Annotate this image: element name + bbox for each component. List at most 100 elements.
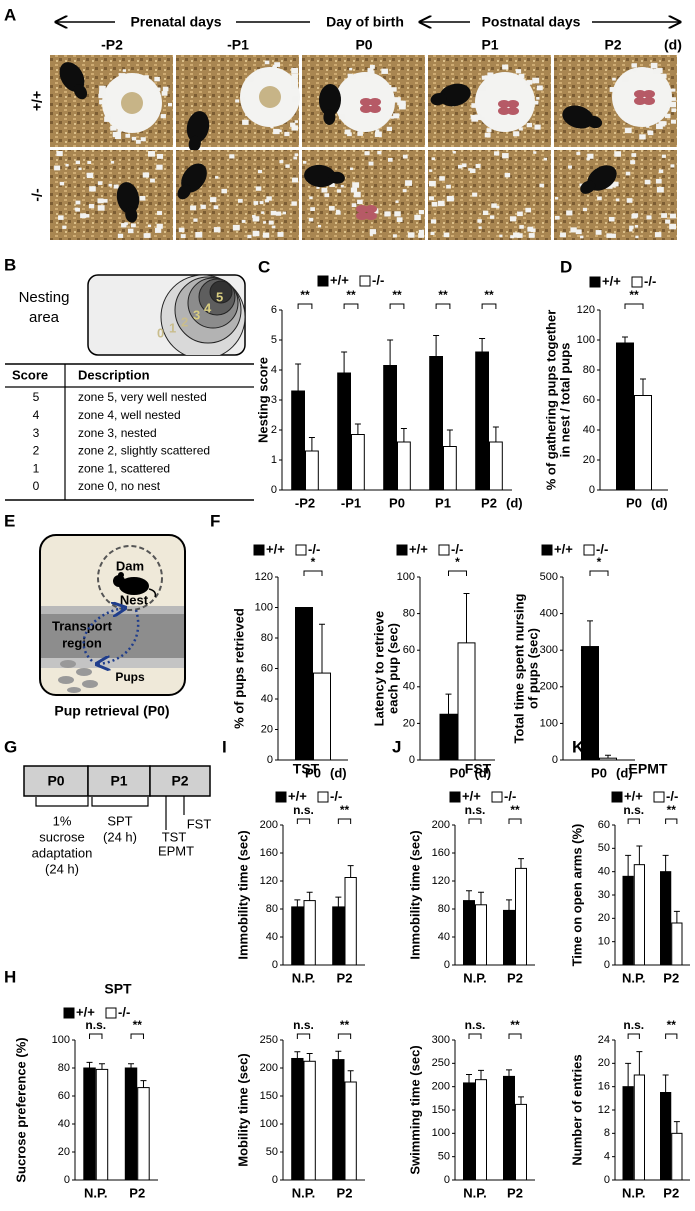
y-tick-label: 1 [271,454,277,466]
paper-speck [670,164,675,168]
error-bar [506,1069,512,1077]
legend-label: +/+ [330,272,349,287]
paper-speck [291,201,297,206]
paper-speck [630,160,636,165]
paper-speck [252,218,256,221]
pup [356,212,368,220]
paper-speck [78,167,82,171]
paper-speck [142,75,148,80]
chart: C Nesting score 0 1 2 3 4 5 6 +/+ -/- -P2 ** -P1 ** P0 *… [255,257,522,510]
y-tick-label: 24 [598,1034,610,1046]
significance-label: ** [438,288,448,302]
paper-speck [257,169,263,174]
paper-speck [272,225,276,229]
paper-speck [303,160,307,164]
legend-swatch [105,1007,117,1019]
pup [365,212,377,220]
y-axis-label: Time on open arms (%) [569,824,584,967]
y-tick-label: 20 [583,454,595,466]
paper-speck [113,184,119,189]
paper-speck [98,90,106,96]
paper-speck [75,160,81,165]
nest-label: Nest [120,592,149,607]
legend-swatch [63,1007,75,1019]
paper-speck [139,195,146,201]
legend-label: +/+ [602,273,621,288]
mouse [304,164,345,188]
error-bar [625,854,632,877]
y-tick-label: 120 [260,875,278,887]
bar [303,900,316,966]
paper-speck [115,131,121,137]
bar [622,875,634,966]
y-tick-label: 60 [598,819,610,831]
y-tick-label: 120 [255,571,273,583]
paper-speck [365,73,370,78]
mouse-head [430,92,447,106]
error-bar [662,854,669,872]
legend-swatch [253,544,265,556]
paper-speck [263,221,267,224]
significance-bracket [624,303,644,309]
paper-speck [58,215,64,220]
dam-mouse [119,577,149,595]
paper-speck [407,232,415,238]
y-tick-label: 120 [432,875,450,887]
paper-speck [606,233,613,238]
legend-swatch [541,544,553,556]
pups [58,660,98,693]
arena [40,535,185,695]
paper-speck [291,79,298,85]
pup [369,105,381,113]
y-tick-label: 0 [272,1174,278,1186]
y-tick-label: 0 [272,959,278,971]
significance-label: ** [510,803,520,817]
paper-speck [369,70,375,75]
y-tick-label: 0 [552,754,558,766]
dam-mouse [118,572,124,578]
protocol-note: sucrose [39,829,85,844]
paper-speck [180,234,186,239]
paper-speck [272,64,277,69]
chart: I TST Immobility time (sec) 0 40 80 120 160 200 +… [222,737,365,985]
legend-label: -/- [644,273,656,288]
significance-label: n.s. [465,803,486,817]
y-tick-label: 80 [58,1062,70,1074]
y-tick-label: 100 [52,1034,70,1046]
table-cell: zone 1, scattered [78,461,170,475]
y-tick-label: 250 [260,1034,278,1046]
error-bar [335,896,342,907]
bar [124,1067,138,1181]
bar [503,1075,515,1181]
error-bar [335,1050,342,1060]
paper-speck [527,227,533,232]
paper-speck [446,184,451,189]
paper-speck [386,126,392,131]
paper-speck [293,156,298,160]
y-tick-label: 40 [266,931,278,943]
paper-speck [264,60,270,65]
significance-bracket [589,570,609,576]
nest-circle [97,545,163,611]
y-tick-label: 200 [432,1081,450,1093]
significance-bracket [665,818,678,824]
pup [498,107,510,115]
paper-speck [87,160,92,164]
paper-speck [117,128,122,133]
mouse-head [188,135,201,152]
x-tick-label: P0 [450,765,466,780]
paper-speck [615,198,620,202]
paper-speck [264,199,269,203]
y-tick-label: 60 [261,662,273,674]
pup [643,97,655,105]
paper-speck [669,88,673,92]
paper-speck [489,215,495,219]
paper-speck [143,233,150,238]
diagram-label: Nesting [19,289,70,306]
paper-speck [513,232,520,238]
error-bar [506,899,512,911]
paper-speck [458,164,463,169]
paper-speck [478,226,482,229]
paper-speck [487,72,494,78]
paper-speck [543,157,548,161]
